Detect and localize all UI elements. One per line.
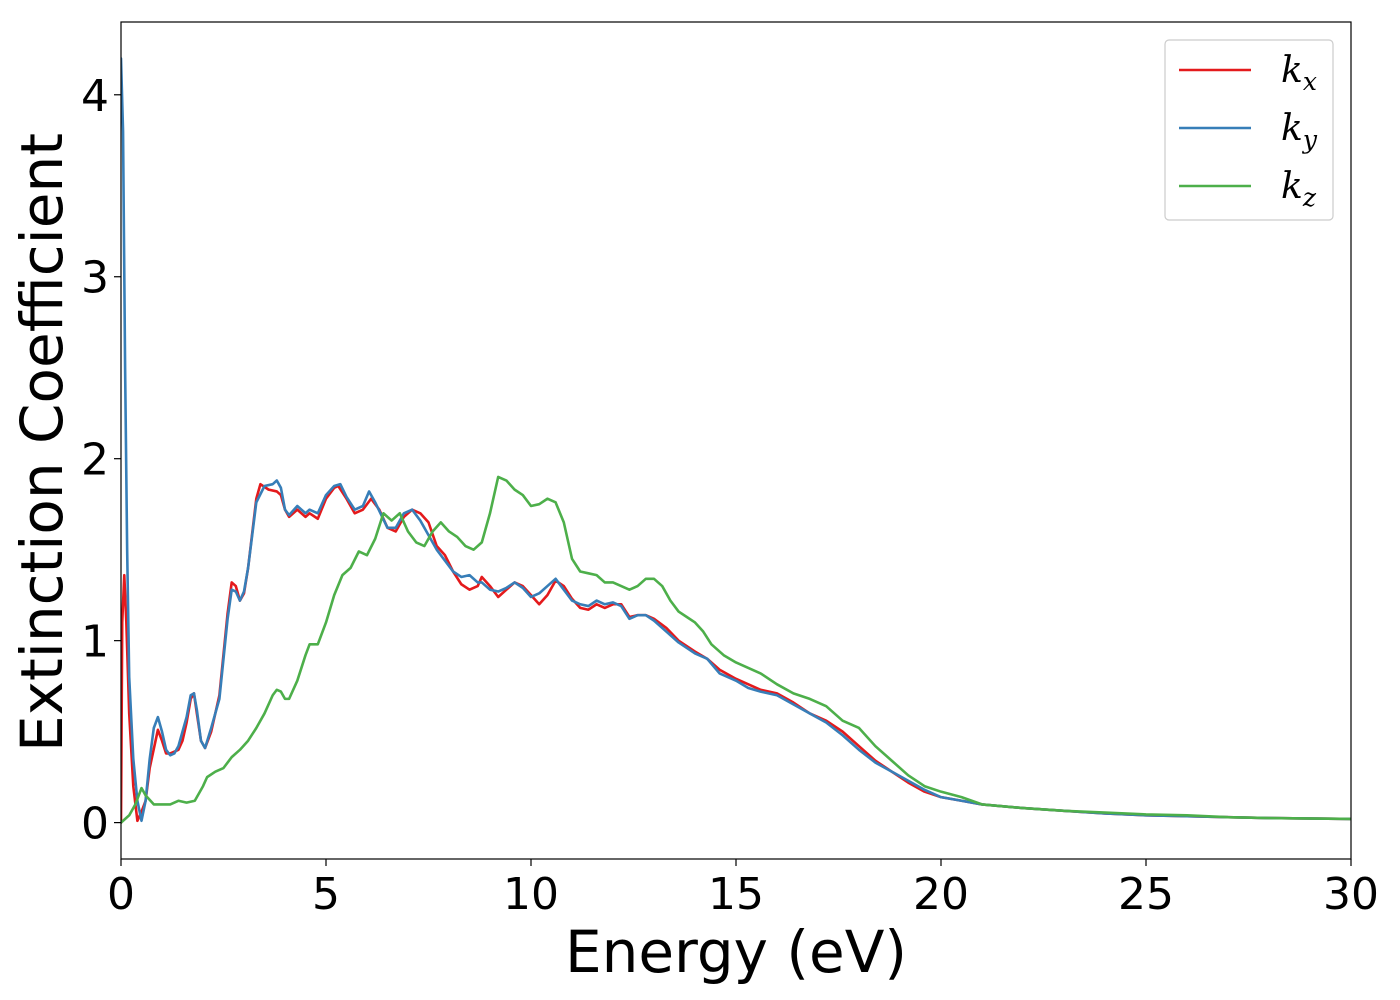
legend-label-z: kz: [1281, 166, 1317, 212]
series-line-z: [121, 475, 1351, 824]
y-tick-label: 4: [81, 71, 109, 122]
y-tick-label: 2: [81, 435, 109, 486]
x-tick-label: 10: [503, 869, 559, 920]
y-axis-title: Extinction Coefficient: [8, 133, 76, 752]
x-tick-label: 20: [913, 869, 969, 920]
legend-label-y: ky: [1281, 108, 1318, 154]
x-tick-label: 5: [312, 869, 340, 920]
x-tick-label: 15: [708, 869, 764, 920]
x-axis-title: Energy (eV): [565, 918, 907, 986]
legend: kx ky kz: [1164, 39, 1334, 221]
legend-box: [1164, 39, 1334, 221]
x-tick-label: 0: [107, 869, 135, 920]
y-tick-label: 1: [81, 617, 109, 668]
legend-label-x: kx: [1281, 50, 1317, 96]
y-tick-label: 3: [81, 253, 109, 304]
x-tick-label: 30: [1323, 869, 1379, 920]
x-tick-label: 25: [1118, 869, 1174, 920]
y-tick-label: 0: [81, 799, 109, 850]
series-line-y: [121, 57, 1351, 823]
